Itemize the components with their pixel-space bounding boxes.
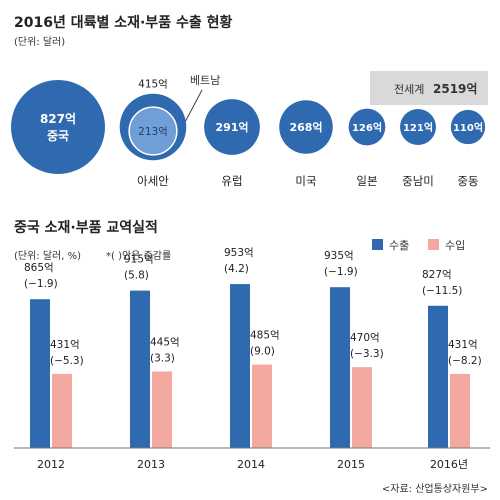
bar-import-change-label: (−5.3) <box>50 355 84 367</box>
bar-import-value-label: 485억 <box>250 330 280 342</box>
world-total-value: 2519억 <box>433 82 477 96</box>
bar-import-2016년 <box>450 373 470 448</box>
x-tick-label: 2016년 <box>430 458 468 471</box>
bubble-value-label: 121억 <box>403 122 433 134</box>
bubble-category-label: 중남미 <box>402 174 434 188</box>
x-tick-label: 2013 <box>137 458 165 471</box>
bar-export-value-label: 915억 <box>124 254 154 266</box>
bar-export-2014 <box>230 284 250 448</box>
bar-export-value-label: 953억 <box>224 247 254 259</box>
bar-export-2016년 <box>428 305 448 448</box>
bar-import-2013 <box>152 371 172 448</box>
bar-import-change-label: (3.3) <box>150 352 175 364</box>
bar-import-value-label: 470억 <box>350 332 380 344</box>
bubble-category-label: 중국 <box>47 129 69 143</box>
x-tick-group: 2012 2013 2014 2015 2016년 <box>37 458 468 471</box>
bar-export-value-label: 827억 <box>422 269 452 281</box>
bubble-중동 <box>450 109 486 145</box>
source-note: <자료: 산업통상자원부> <box>382 482 488 495</box>
bubble-category-label: 중동 <box>457 174 478 188</box>
x-tick-label: 2012 <box>37 458 65 471</box>
legend-import-swatch <box>428 239 439 250</box>
bubble-category-label: 유럽 <box>221 174 242 188</box>
bar-export-value-label: 865억 <box>24 262 54 274</box>
bubble-미국 <box>279 100 333 154</box>
x-tick-label: 2014 <box>237 458 265 471</box>
bubble-중남미 <box>400 109 436 145</box>
world-total-box <box>370 71 488 105</box>
bar-import-change-label: (9.0) <box>250 346 275 358</box>
bar-export-value-label: 935억 <box>324 250 354 262</box>
bar-import-change-label: (−8.2) <box>448 355 482 367</box>
bar-export-change-label: (−1.9) <box>24 278 58 290</box>
vietnam-callout-label: 베트남 <box>190 74 220 87</box>
bar-import-value-label: 431억 <box>50 339 80 351</box>
bubble-일본 <box>348 108 386 146</box>
legend-export-label: 수출 <box>389 239 409 252</box>
bubble-중국 <box>11 80 105 174</box>
bar-chart-unit: (단위: 달러, %) <box>14 249 81 262</box>
bar-export-change-label: (−11.5) <box>422 285 462 297</box>
bar-import-2012 <box>52 373 72 448</box>
bubble-inner-베트남 <box>128 106 178 156</box>
bar-import-2015 <box>352 367 372 448</box>
world-total-label: 전세계 <box>394 83 424 96</box>
x-tick-label: 2015 <box>337 458 365 471</box>
bar-export-2012 <box>30 299 50 448</box>
bubble-category-label: 아세안 <box>137 174 169 188</box>
legend-export-swatch <box>372 239 383 250</box>
bar-import-value-label: 445억 <box>150 336 180 348</box>
bar-export-2015 <box>330 287 350 448</box>
bar-chart-note: *( )안은 증감률 <box>106 250 171 262</box>
bubble-value-label: 415억 <box>138 79 168 91</box>
bar-group: 865억 (−1.9) 431억 (−5.3) 915억 (5.8) 445억 (3.3) 95… <box>24 247 482 448</box>
vietnam-callout-line <box>182 89 203 127</box>
bubble-chart-title: 2016년 대륙별 소재·부품 수출 현황 <box>14 14 232 31</box>
bubble-value-label: 126억 <box>352 122 382 134</box>
bar-import-value-label: 431억 <box>448 339 478 351</box>
bar-chart-title: 중국 소재·부품 교역실적 <box>14 219 158 236</box>
bar-import-change-label: (−3.3) <box>350 348 384 360</box>
bar-export-change-label: (−1.9) <box>324 266 358 278</box>
bubble-value-label: 110억 <box>453 122 483 134</box>
bubble-value-label: 268억 <box>289 121 322 134</box>
bar-export-change-label: (4.2) <box>224 263 249 275</box>
bubble-value-label: 827억 <box>40 112 76 126</box>
bubble-inner-value-label: 213억 <box>138 126 168 138</box>
bar-export-2013 <box>130 290 150 448</box>
bubble-유럽 <box>204 99 260 155</box>
bar-import-2014 <box>252 364 272 448</box>
bubble-chart-unit: (단위: 달러) <box>14 35 65 48</box>
bubble-category-label: 미국 <box>295 174 316 188</box>
bubble-category-label: 일본 <box>356 174 377 188</box>
bar-export-change-label: (5.8) <box>124 270 149 282</box>
bubble-value-label: 291억 <box>215 121 248 134</box>
legend-import-label: 수입 <box>445 239 465 252</box>
